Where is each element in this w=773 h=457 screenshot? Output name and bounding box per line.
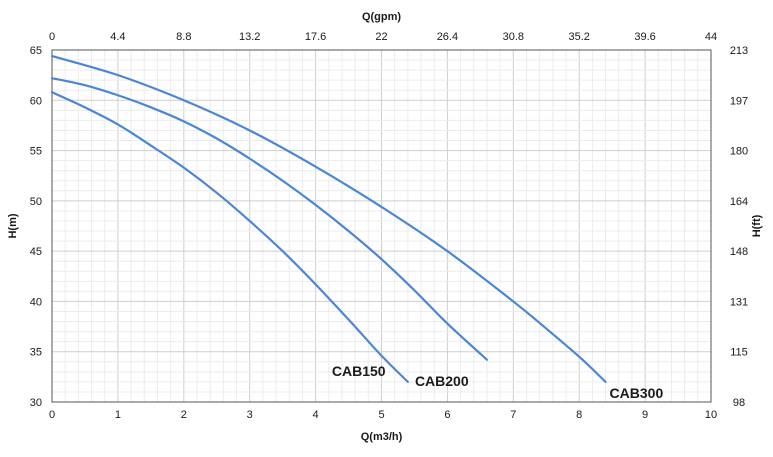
x-tick-label: 3 [247,409,253,421]
y2-tick-label: 148 [730,246,748,258]
series-line-cab300 [50,54,607,383]
x2-tick-label: 17.6 [305,31,326,43]
y-tick-label: 50 [30,196,42,208]
y2-axis-title: H(ft) [751,214,763,237]
x2-tick-label: 26.4 [437,31,458,43]
y-axis-title: H(m) [7,213,19,238]
y2-tick-label: 115 [730,347,748,359]
y2-tick-label: 197 [730,95,748,107]
x-axis-title: Q(m3/h) [361,431,403,443]
x2-tick-label: 8.8 [176,31,191,43]
series-label-cab300: CAB300 [610,385,664,401]
x2-tick-label: 44 [705,31,717,43]
x2-tick-label: 4.4 [110,31,125,43]
y-tick-label: 65 [30,45,42,57]
x-tick-label: 1 [115,409,121,421]
y-tick-label: 40 [30,296,42,308]
x-tick-label: 8 [576,409,582,421]
x-tick-label: 2 [181,409,187,421]
x2-tick-label: 13.2 [239,31,260,43]
y-tick-label: 55 [30,146,42,158]
x2-tick-label: 0 [49,31,55,43]
x2-tick-label: 22 [375,31,387,43]
series-label-cab150: CAB150 [332,363,386,379]
tick-labels: 0 1 2 3 4 5 6 7 8 9 100 4.4 8.8 13.2 17.6 22 26.4 30.8 35.… [30,31,748,421]
y2-tick-label: 164 [730,196,748,208]
series-labels: CAB150 CAB200 CAB300 [332,363,664,401]
series-lines [50,54,607,383]
x2-tick-label: 30.8 [503,31,524,43]
x-tick-label: 4 [313,409,319,421]
grid [51,49,712,403]
x-tick-label: 0 [49,409,55,421]
x-tick-label: 6 [444,409,450,421]
x-tick-label: 7 [510,409,516,421]
y2-tick-label: 180 [730,146,748,158]
x-tick-label: 9 [642,409,648,421]
x2-tick-label: 39.6 [634,31,655,43]
x2-axis-title: Q(gpm) [362,11,401,23]
plot-frame [51,49,712,403]
series-line-cab200 [50,77,489,361]
x-tick-label: 5 [378,409,384,421]
series-label-cab200: CAB200 [415,373,469,389]
y2-tick-label: 213 [730,45,748,57]
y2-tick-label: 98 [733,397,745,409]
y-tick-label: 35 [30,347,42,359]
series-line-cab150 [50,91,409,383]
y-tick-label: 60 [30,95,42,107]
x2-tick-label: 35.2 [568,31,589,43]
y2-tick-label: 131 [730,296,748,308]
x-tick-label: 10 [705,409,717,421]
y-tick-label: 30 [30,397,42,409]
y-tick-label: 45 [30,246,42,258]
